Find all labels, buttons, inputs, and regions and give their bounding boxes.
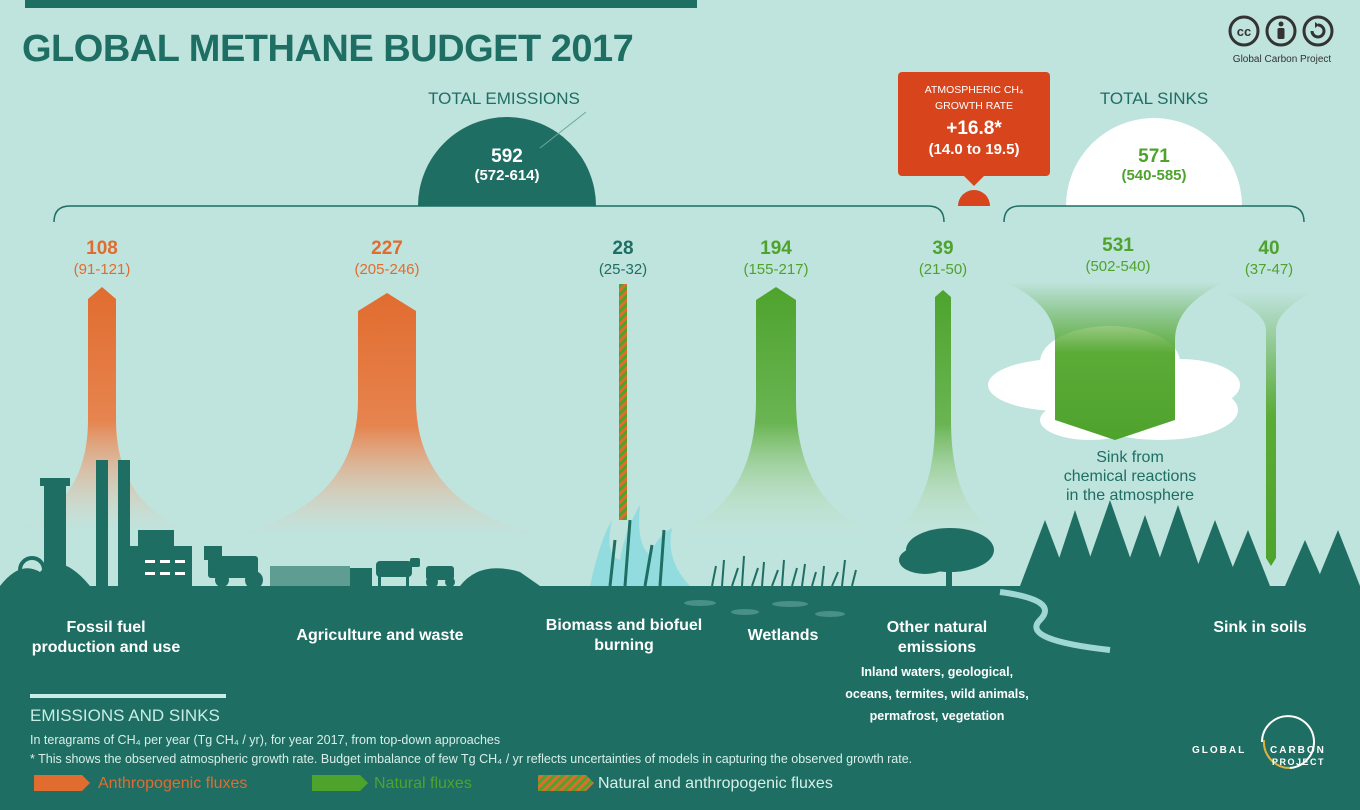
gcp-logo-line1: GLOBAL <box>1192 745 1247 756</box>
growth-rate-value: +16.8* <box>946 118 1002 139</box>
legend-rule <box>30 694 226 698</box>
svg-text:cc: cc <box>1237 24 1251 39</box>
total-sinks-range: (540-585) <box>1121 167 1187 184</box>
agriculture-range: (205-246) <box>354 261 420 278</box>
atmospheric-sink-label-line1: Sink from <box>1096 449 1164 466</box>
wetland-illustration <box>711 555 857 587</box>
atmospheric-sink-label: Sink from chemical reactions in the atmo… <box>1040 448 1220 505</box>
ground <box>0 586 1360 810</box>
other-natural-label-line2: emissions <box>897 639 977 656</box>
other-natural-range: (21-50) <box>918 261 968 278</box>
cc-icon: cc <box>1228 15 1260 47</box>
license-badge: cc Global Carbon Project <box>1226 14 1338 65</box>
soil-sink-arrow <box>1222 292 1312 566</box>
legend-note-2: * This shows the observed atmospheric gr… <box>30 752 913 766</box>
growth-rate-heading-line2: GROWTH RATE <box>935 100 1013 112</box>
soil-sink-label: Sink in soils <box>1213 619 1307 636</box>
other-natural-value: 39 <box>932 238 954 259</box>
wetlands-arrow <box>672 287 880 535</box>
wetlands-range: (155-217) <box>743 261 809 278</box>
river <box>999 589 1111 653</box>
growth-rate-range: (14.0 to 19.5) <box>928 141 1020 158</box>
growth-rate-heading-line1: ATMOSPHERIC CH₄ <box>924 84 1024 96</box>
legend-heading: EMISSIONS AND SINKS <box>30 706 220 725</box>
growth-rate-dome <box>958 190 990 206</box>
gcp-logo-line3: PROJECT <box>1272 757 1326 767</box>
atmospheric-sink-label-line3: in the atmosphere <box>1065 487 1195 504</box>
total-emissions-heading: TOTAL EMISSIONS <box>428 89 580 108</box>
total-emissions-range: (572-614) <box>474 167 540 184</box>
attribution-icon <box>1265 15 1297 47</box>
total-sinks-heading: TOTAL SINKS <box>1099 89 1209 108</box>
growth-rate-box: ATMOSPHERIC CH₄ GROWTH RATE +16.8* (14.0… <box>898 72 1050 176</box>
emissions-bracket <box>53 205 945 223</box>
other-natural-arrow <box>886 290 1000 535</box>
total-emissions-value: 592 <box>491 146 523 167</box>
legend-label-anthropogenic: Anthropogenic fluxes <box>98 775 248 792</box>
atmospheric-sink-label-line2: chemical reactions <box>1063 468 1197 485</box>
top-bar <box>25 0 697 8</box>
legend-swatch-natural <box>312 775 368 791</box>
legend-swatch-anthropogenic <box>34 775 90 791</box>
other-natural-label: Other natural emissions <box>857 618 1017 658</box>
page-title: GLOBAL METHANE BUDGET 2017 <box>22 28 634 70</box>
license-caption: Global Carbon Project <box>1232 54 1332 65</box>
share-alike-icon <box>1302 15 1334 47</box>
other-natural-label-line1: Other natural <box>886 619 988 636</box>
legend-note-1: In teragrams of CH₄ per year (Tg CH₄ / y… <box>30 733 501 747</box>
sinks-bracket <box>1003 205 1305 223</box>
fossil-fuel-arrow <box>20 287 185 530</box>
atmospheric-sink-value: 531 <box>1102 235 1134 256</box>
fossil-fuel-label-line2: production and use <box>31 639 181 656</box>
biomass-label-line2: burning <box>594 637 654 654</box>
biomass-value: 28 <box>612 238 634 259</box>
atmospheric-sink-arrow <box>1005 282 1225 440</box>
legend-label-mixed: Natural and anthropogenic fluxes <box>598 775 833 792</box>
atmospheric-sink-range: (502-540) <box>1085 258 1151 275</box>
other-natural-detail-line3: permafrost, vegetation <box>869 709 1005 723</box>
total-sinks-value: 571 <box>1138 146 1170 167</box>
fossil-fuel-label-line1: Fossil fuel <box>66 619 146 636</box>
legend-label-natural: Natural fluxes <box>374 775 472 792</box>
other-natural-detail-line1: Inland waters, geological, <box>860 665 1014 679</box>
biomass-label-line1: Biomass and biofuel <box>545 617 703 634</box>
fossil-fuel-range: (91-121) <box>73 261 131 278</box>
tree-illustration <box>899 528 994 586</box>
agriculture-value: 227 <box>371 238 403 259</box>
agriculture-label: Agriculture and waste <box>296 627 464 644</box>
wetlands-label: Wetlands <box>747 627 819 644</box>
total-sinks-dome <box>1066 118 1242 206</box>
soil-sink-range: (37-47) <box>1244 261 1294 278</box>
gcp-logo-ring-icon <box>1261 715 1315 770</box>
gcp-logo-line2: CARBON <box>1270 745 1326 756</box>
legend-swatch-mixed <box>538 775 594 791</box>
soil-sink-value: 40 <box>1258 238 1280 259</box>
wetlands-value: 194 <box>760 238 792 259</box>
fossil-fuel-value: 108 <box>86 238 118 259</box>
agriculture-arrow <box>234 293 540 535</box>
biomass-arrow <box>619 284 627 520</box>
fossil-fuel-label: Fossil fuel production and use <box>6 618 206 658</box>
fire-illustration <box>590 505 690 587</box>
biomass-label: Biomass and biofuel burning <box>524 616 724 656</box>
agriculture-illustration <box>204 546 540 589</box>
other-natural-detail-line2: oceans, termites, wild animals, <box>845 687 1029 701</box>
forest-illustration <box>1020 500 1360 586</box>
factory-illustration <box>18 460 192 586</box>
gcp-logo: GLOBAL CARBON PROJECT <box>1188 744 1328 784</box>
other-natural-detail: Inland waters, geological, oceans, termi… <box>827 661 1047 727</box>
biomass-range: (25-32) <box>598 261 648 278</box>
